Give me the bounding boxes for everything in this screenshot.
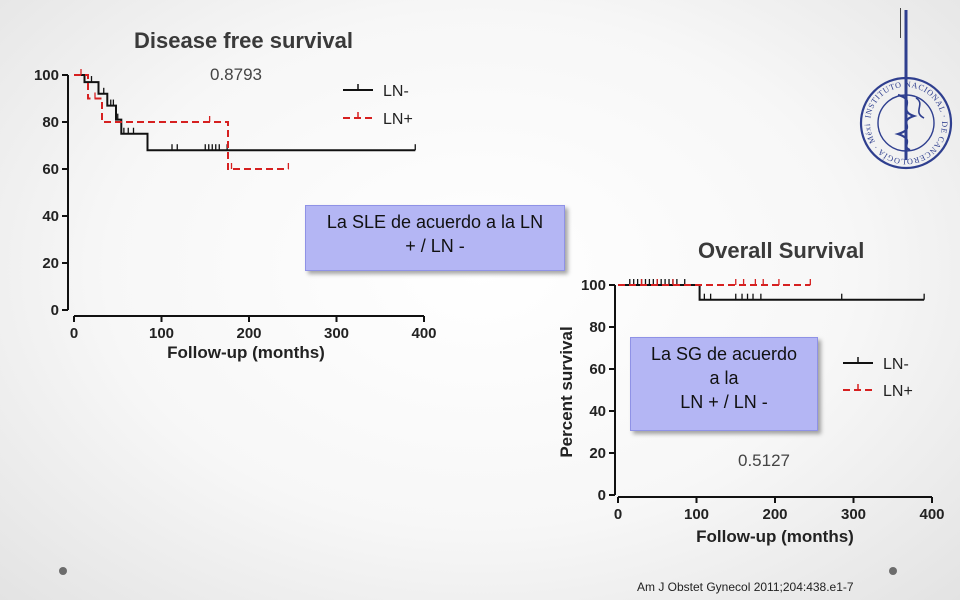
os-x-tick-label: 100	[684, 506, 709, 523]
os-y-tick-label: 40	[589, 403, 606, 420]
os-ln-minus-curve	[618, 284, 925, 301]
dfs-x-tick-label: 400	[411, 325, 436, 342]
dfs-y-tick-label: 20	[42, 255, 59, 272]
dfs-ln-plus-curve	[74, 74, 289, 170]
os-y-axis-label: Percent survival	[557, 326, 576, 457]
dfs-y-tick-label: 80	[42, 114, 59, 131]
os-x-axis-label: Follow-up (months)	[696, 527, 854, 546]
slide-nav-dot-left[interactable]	[59, 567, 67, 575]
os-y-tick-label: 20	[589, 445, 606, 462]
dfs-x-tick-label: 200	[236, 325, 261, 342]
os-y-tick-label: 80	[589, 319, 606, 336]
dfs-chart-title: Disease free survival	[134, 28, 353, 53]
os-x-tick-label: 400	[919, 506, 944, 523]
os-x-tick-label: 300	[841, 506, 866, 523]
dfs-x-tick-label: 0	[70, 325, 78, 342]
os-y-tick-label: 100	[581, 277, 606, 294]
os-y-tick-label: 0	[598, 487, 606, 504]
dfs-p-value: 0.8793	[210, 65, 262, 84]
os-x-tick-label: 0	[614, 506, 622, 523]
os-x-tick-label: 200	[762, 506, 787, 523]
dfs-x-axis-label: Follow-up (months)	[167, 343, 325, 362]
dfs-y-tick-label: 100	[34, 67, 59, 84]
institution-logo: INSTITUTO NACIONAL · DE CANCEROLOGÍA · M…	[0, 0, 953, 170]
os-callout-line-2: a la	[709, 368, 739, 388]
dfs-ln-minus-curve	[74, 74, 416, 152]
dfs-x-tick-label: 100	[149, 325, 174, 342]
os-y-tick-label: 60	[589, 361, 606, 378]
dfs-x-tick-label: 300	[324, 325, 349, 342]
os-callout-line-1: La SG de acuerdo	[650, 344, 798, 364]
slide-nav-dot-right[interactable]	[889, 567, 897, 575]
os-legend-ln-minus-label: LN-	[883, 356, 909, 373]
dfs-callout-box: La SLE de acuerdo a la LN + / LN -	[305, 205, 565, 271]
dfs-y-tick-label: 60	[42, 161, 59, 178]
os-p-value: 0.5127	[738, 451, 790, 470]
citation-text: Am J Obstet Gynecol 2011;204:438.e1-7	[637, 580, 854, 594]
dfs-y-tick-label: 0	[51, 302, 59, 319]
svg-text:INSTITUTO NACIONAL · DE CANCER: INSTITUTO NACIONAL · DE CANCEROLOGÍA · M…	[0, 0, 949, 166]
dfs-callout-line-2: + / LN -	[405, 236, 465, 256]
os-chart-title: Overall Survival	[698, 238, 864, 263]
os-legend-ln-plus-label: LN+	[883, 383, 913, 400]
dfs-legend-ln-plus-label: LN+	[383, 111, 413, 128]
os-chart: Overall Survival 0.5127 Follow-up (month…	[557, 238, 945, 546]
dfs-callout-line-1: La SLE de acuerdo a la LN	[326, 212, 544, 232]
dfs-chart: Disease free survival 0.8793 Follow-up (…	[34, 28, 437, 362]
os-callout-line-3: LN + / LN -	[680, 392, 768, 412]
dfs-y-tick-label: 40	[42, 208, 59, 225]
os-callout-box: La SG de acuerdo a la LN + / LN -	[630, 337, 818, 431]
dfs-legend-ln-minus-label: LN-	[383, 83, 409, 100]
logo-staff-line	[900, 8, 901, 38]
